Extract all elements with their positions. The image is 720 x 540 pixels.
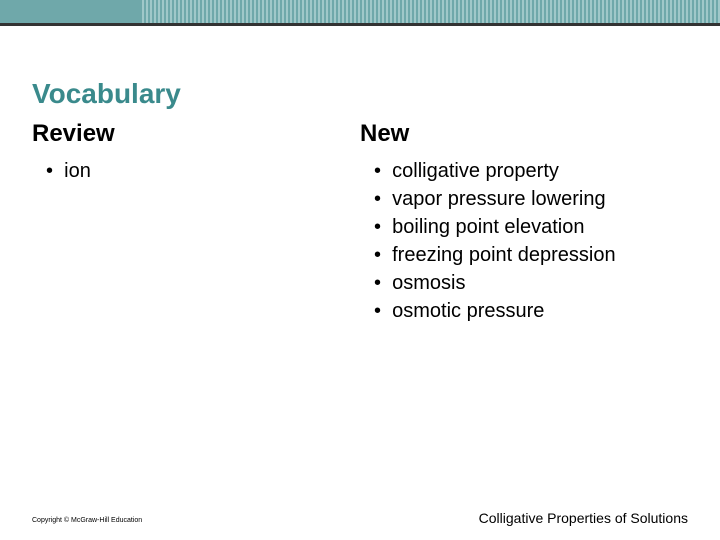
slide: Vocabulary Review ion New colligative pr…: [0, 0, 720, 540]
new-list: colligative property vapor pressure lowe…: [360, 158, 688, 324]
column-new: New colligative property vapor pressure …: [360, 120, 688, 326]
list-item: colligative property: [360, 158, 688, 184]
list-item: boiling point elevation: [360, 214, 688, 240]
review-list: ion: [32, 158, 360, 184]
page-title: Vocabulary: [32, 78, 181, 110]
column-review: Review ion: [32, 120, 360, 326]
copyright-text: Copyright © McGraw-Hill Education: [32, 517, 142, 524]
list-item: ion: [32, 158, 360, 184]
columns: Review ion New colligative property vapo…: [32, 120, 688, 326]
list-item: osmotic pressure: [360, 298, 688, 324]
column-heading-review: Review: [32, 120, 360, 148]
column-heading-new: New: [360, 120, 688, 148]
list-item: vapor pressure lowering: [360, 186, 688, 212]
section-title: Colligative Properties of Solutions: [479, 510, 688, 526]
header-band: [0, 0, 720, 26]
list-item: freezing point depression: [360, 242, 688, 268]
list-item: osmosis: [360, 270, 688, 296]
